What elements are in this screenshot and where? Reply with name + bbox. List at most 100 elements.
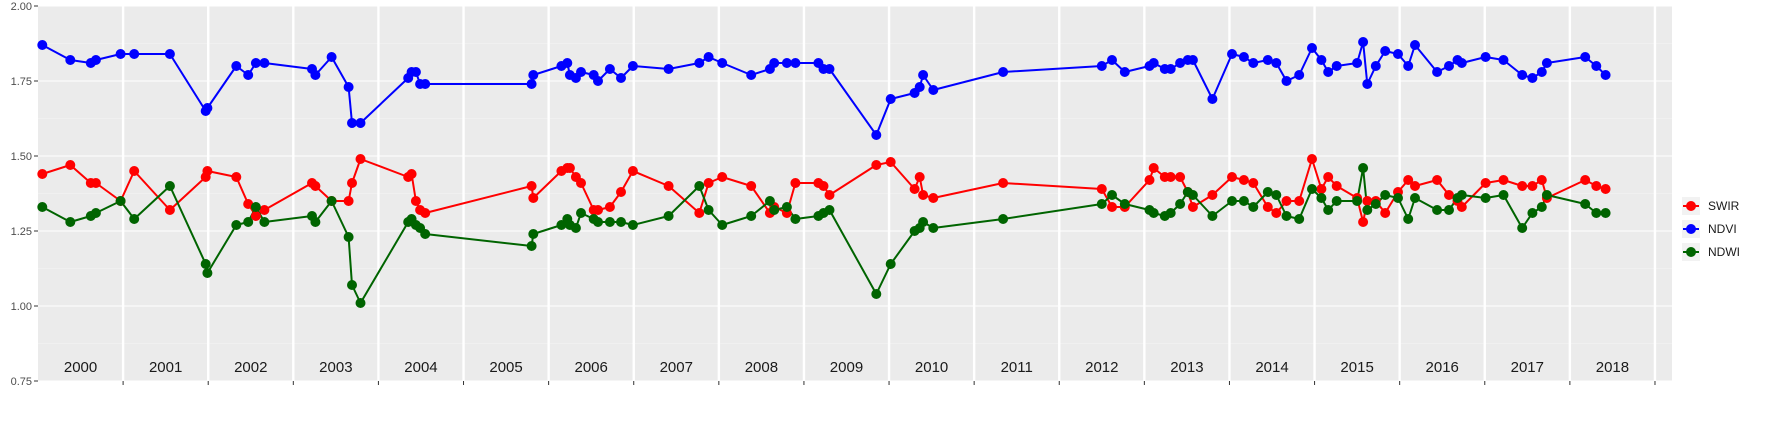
ndvi-point [824,64,835,74]
ndvi-point [1352,58,1363,68]
swir-point [526,181,537,191]
year-label: 2001 [149,359,182,376]
ndwi-point [164,181,175,191]
ndvi-point [528,70,539,80]
swir-point [1480,178,1491,188]
ndwi-point [1432,205,1443,215]
ndvi-point [1294,70,1305,80]
legend-key-point [1686,201,1696,211]
legend-label: SWIR [1708,199,1740,213]
ndvi-point [1456,58,1467,68]
ndvi-point [593,76,603,86]
ndvi-point [1096,61,1107,71]
ndvi-point [1187,55,1198,65]
ndvi-point [746,70,757,80]
ndwi-point [918,217,929,227]
ndwi-point [627,220,638,230]
ndwi-point [347,280,357,290]
ndvi-point [1432,67,1443,77]
ndwi-point [717,220,728,230]
swir-point [1175,172,1186,182]
swir-point [824,190,835,200]
swir-point [663,181,674,191]
swir-point [406,169,417,179]
ndvi-point [781,58,792,68]
ndvi-point [1580,52,1591,62]
swir-point [65,160,76,170]
ndvi-point [410,67,421,77]
ndvi-point [164,49,175,59]
ndwi-point [243,217,254,227]
swir-point [1527,181,1538,191]
ndwi-point [1316,193,1327,203]
legend: SWIR NDVI NDWI [1682,197,1740,261]
swir-point [1362,196,1373,206]
legend-label: NDVI [1708,222,1737,236]
year-label: 2013 [1170,359,1203,376]
ndwi-point [1294,214,1305,224]
ndwi-point [1410,193,1420,203]
year-label: 2009 [830,359,863,376]
ndwi-point [1541,190,1552,200]
swir-point [593,205,603,215]
ndwi-point [202,268,213,278]
year-label: 2003 [319,359,352,376]
swir-point [1591,181,1602,191]
ndvi-point [310,70,321,80]
series-points [37,37,1611,308]
swir-point [310,181,321,191]
ndwi-point [576,208,586,218]
ndvi-point [129,49,140,59]
ndvi-point [37,40,48,50]
swir-point [528,193,539,203]
major-gridlines [38,5,1672,382]
ndvi-point [769,58,780,68]
swir-point [871,160,882,170]
y-tick-label: 2.00 [11,1,32,13]
ndwi-point [781,202,792,212]
ndvi-point [1165,64,1176,74]
ndwi-point [1517,223,1528,233]
ndvi-point [627,61,638,71]
ndwi-point [1456,190,1467,200]
ndvi-point [243,70,254,80]
swir-point [420,208,431,218]
swir-point [1144,175,1155,185]
ndvi-point [202,103,213,113]
swir-point [1323,172,1334,182]
ndvi-point [1536,67,1547,77]
year-label: 2002 [234,359,267,376]
year-label: 2005 [489,359,522,376]
ndvi-point [1238,52,1249,62]
year-label: 2004 [404,359,437,376]
ndvi-point [1410,40,1420,50]
ndwi-point [570,223,581,233]
swir-point [1331,181,1342,191]
swir-point [1294,196,1305,206]
ndvi-point [703,52,714,62]
ndvi-point [1380,46,1391,56]
ndvi-point [1498,55,1509,65]
ndvi-point [914,82,925,92]
ndvi-point [1480,52,1491,62]
swir-point [259,205,270,215]
swir-point [1380,208,1391,218]
swir-point [627,166,638,176]
ndvi-point [616,73,626,83]
year-label: 2010 [915,359,948,376]
swir-point [202,166,213,176]
swir-point [1248,178,1259,188]
swir-point [1580,175,1591,185]
ndwi-point [1175,199,1186,209]
ndwi-point [1262,187,1273,197]
legend-key-point [1686,224,1696,234]
ndwi-point [1591,208,1602,218]
ndwi-point [1207,211,1218,221]
swir-point [1444,190,1454,200]
swir-point [1432,175,1443,185]
ndvi-point [1316,55,1327,65]
swir-point [576,178,586,188]
ndvi-point [1393,49,1403,59]
swir-point [355,154,366,164]
